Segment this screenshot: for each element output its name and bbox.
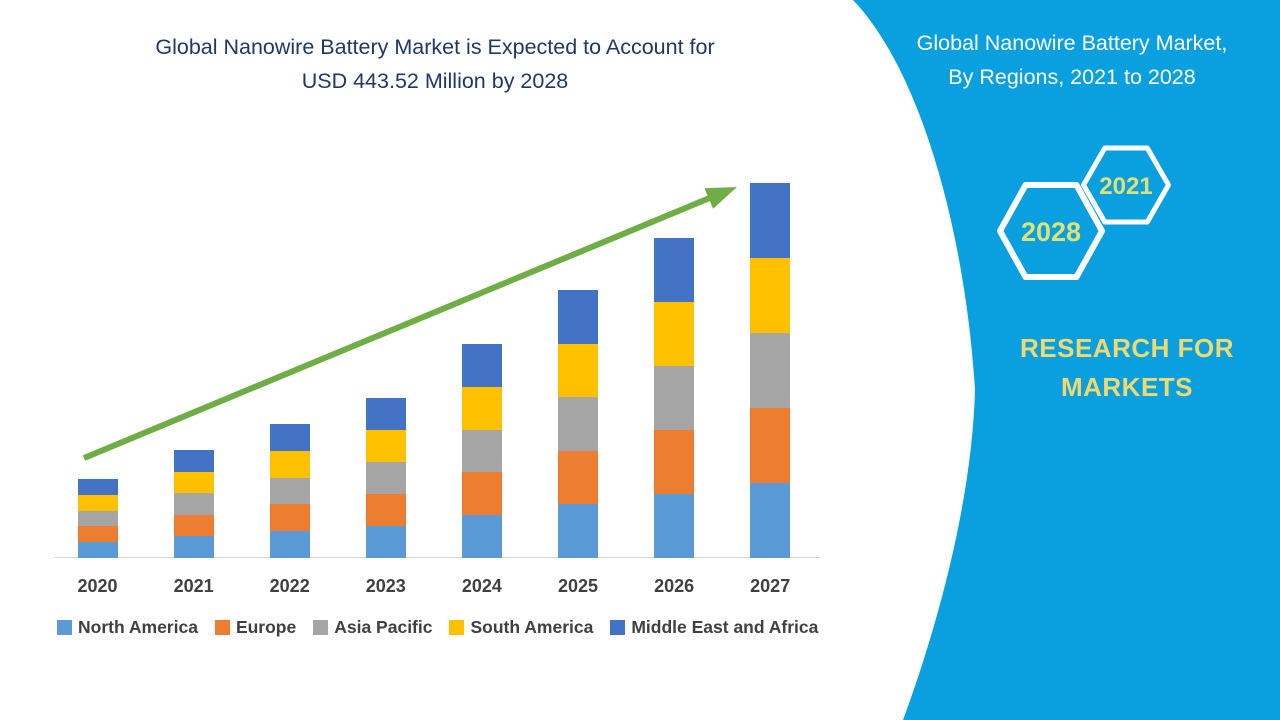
brand-line1: RESEARCH FOR <box>1019 333 1234 363</box>
x-tick-label-2025: 2025 <box>557 576 599 596</box>
chart-title-line2: USD 443.52 Million by 2028 <box>301 69 569 93</box>
bar-segment-2021-north-america <box>173 536 214 558</box>
bar-segment-2022-europe <box>269 504 310 532</box>
brand-wordmark: RESEARCH FOR MARKETS <box>967 329 1280 407</box>
bar-segment-2020-europe <box>77 526 118 543</box>
chart-title: Global Nanowire Battery Market is Expect… <box>35 30 835 98</box>
x-tick-label-2027: 2027 <box>750 576 791 596</box>
bar-segment-2023-asia-pacific <box>365 462 406 494</box>
legend-label: Asia Pacific <box>334 617 433 637</box>
bar-segment-2026-north-america <box>654 494 695 558</box>
legend-marker-icon <box>214 620 230 635</box>
side-panel-title: Global Nanowire Battery Market, By Regio… <box>870 26 1274 94</box>
bar-segment-2022-asia-pacific <box>269 477 310 505</box>
hexagon-2028 <box>997 182 1105 280</box>
bar-segment-2027-asia-pacific <box>750 333 791 408</box>
bar-segment-2020-north-america <box>77 542 118 558</box>
x-tick-label-2021: 2021 <box>173 576 214 596</box>
bar-segment-2021-europe <box>173 514 214 537</box>
hexagon-2021-label: 2021 <box>1099 173 1152 200</box>
side-panel-title-line1: Global Nanowire Battery Market, <box>916 31 1228 55</box>
legend-marker-icon <box>610 620 626 635</box>
legend-label: Middle East and Africa <box>631 617 819 637</box>
chart-legend: North America Europe Asia Pacific South Ame… <box>57 617 818 638</box>
legend-label: Europe <box>235 617 297 637</box>
chart-title-line1: Global Nanowire Battery Market is Expect… <box>155 35 715 59</box>
side-panel-title-line2: By Regions, 2021 to 2028 <box>948 65 1196 89</box>
bar-segment-2024-europe <box>461 472 502 516</box>
bar-segment-2027-europe <box>750 408 791 483</box>
bar-segment-2025-north-america <box>558 504 598 558</box>
x-tick-label-2022: 2022 <box>269 576 310 596</box>
bar-segment-2027-middle-east-and-africa <box>750 183 791 258</box>
bar-segment-2027-north-america <box>750 483 791 558</box>
hexagon-2021 <box>1081 145 1171 225</box>
x-axis-line <box>54 557 820 558</box>
brand-line2: MARKETS <box>1060 372 1194 402</box>
bar-segment-2020-asia-pacific <box>77 510 118 527</box>
x-tick-label-2023: 2023 <box>365 576 406 596</box>
blue-curve-shape <box>853 0 1280 720</box>
legend-marker-icon <box>57 620 72 635</box>
x-tick-label-2024: 2024 <box>461 576 502 596</box>
bar-segment-2021-asia-pacific <box>173 493 214 515</box>
legend-item-south-america: South America <box>449 617 593 638</box>
legend-item-europe: Europe <box>214 617 297 638</box>
legend-label: South America <box>470 617 594 637</box>
legend-item-north-america: North America <box>57 617 198 638</box>
legend-item-middle-east-and-africa: Middle East and Africa <box>610 617 818 638</box>
legend-label: North America <box>78 617 198 637</box>
bar-segment-2020-south-america <box>77 494 118 511</box>
bar-segment-2021-south-america <box>173 471 214 494</box>
bar-segment-2023-north-america <box>365 526 406 558</box>
bar-segment-2022-north-america <box>269 531 310 558</box>
x-tick-label-2026: 2026 <box>654 576 695 596</box>
bar-segment-2020-middle-east-and-africa <box>77 479 118 495</box>
bar-segment-2027-south-america <box>750 258 791 333</box>
x-tick-label-2020: 2020 <box>77 576 118 596</box>
bar-segment-2024-north-america <box>461 515 502 558</box>
legend-marker-icon <box>313 620 329 635</box>
legend-item-asia-pacific: Asia Pacific <box>313 617 432 638</box>
legend-marker-icon <box>449 620 465 635</box>
hexagon-2028-label: 2028 <box>1021 217 1081 247</box>
bar-segment-2023-europe <box>365 494 406 526</box>
